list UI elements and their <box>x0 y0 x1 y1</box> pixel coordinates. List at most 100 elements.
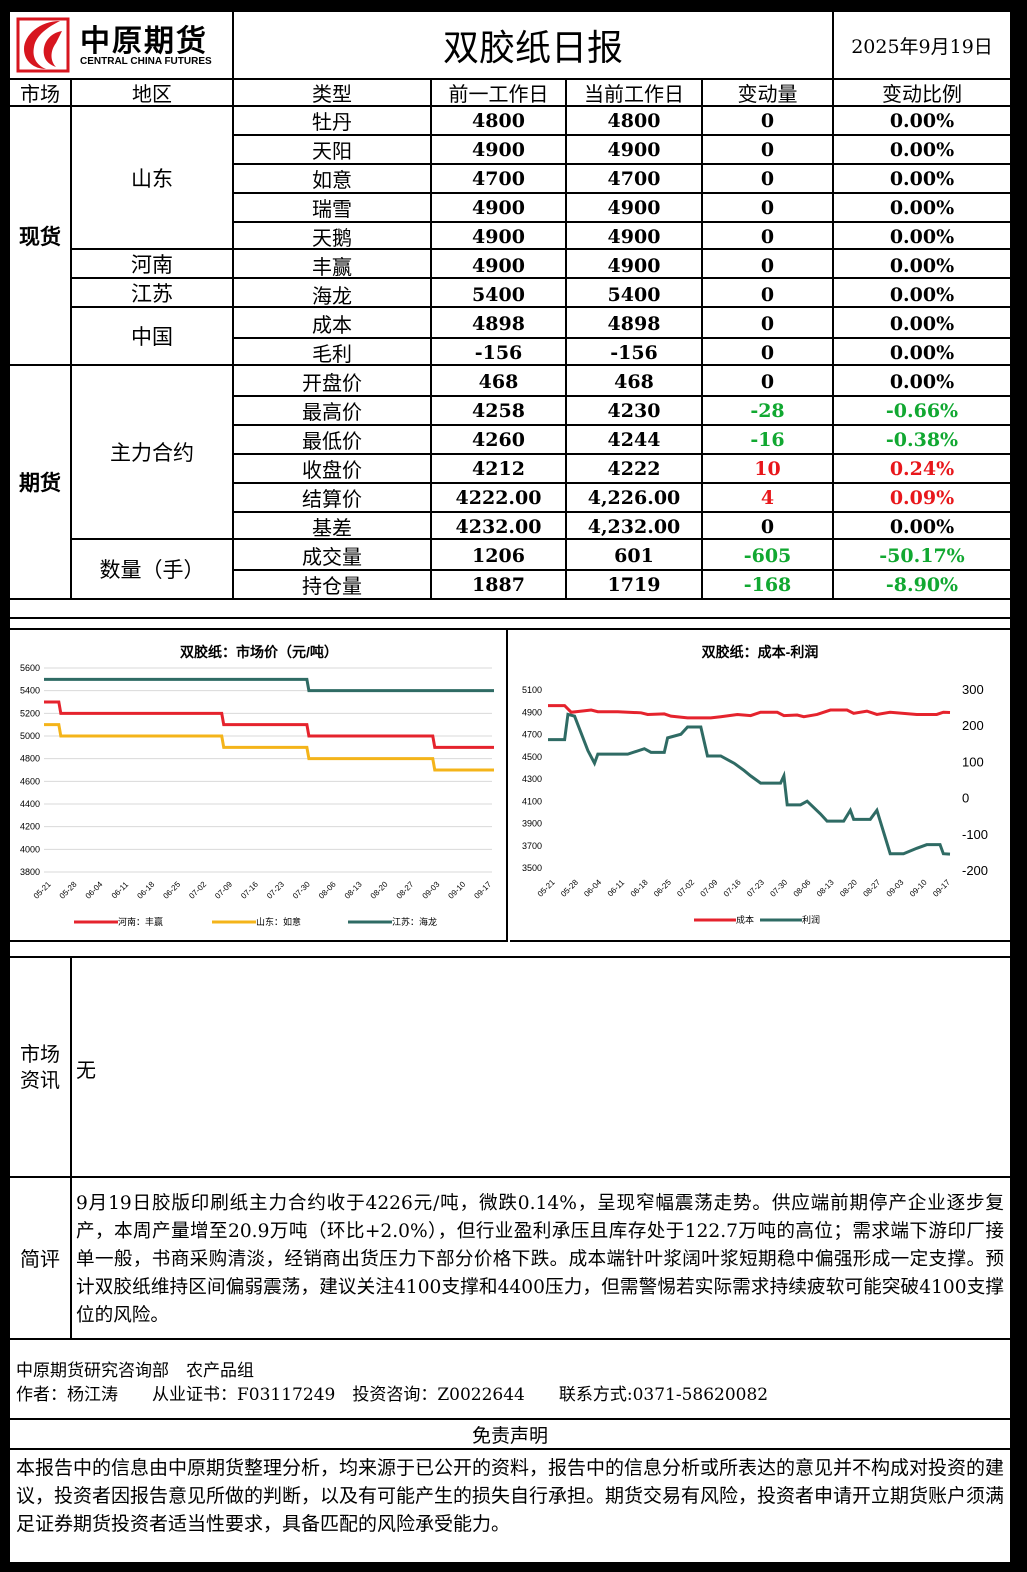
cell-curr: 4898 <box>607 312 661 335</box>
cell-prev: 4258 <box>472 399 525 422</box>
cell-type: 持仓量 <box>302 574 362 598</box>
y-left-tick-label: 5100 <box>522 685 542 695</box>
cell-pct: 0.00% <box>889 225 955 248</box>
logo-chinese: 中原期货 <box>80 24 208 59</box>
cell-prev: 1206 <box>472 544 525 567</box>
cell-type: 结算价 <box>302 487 362 511</box>
footer-author: 作者：杨江涛 从业证书：F03117249 投资咨询：Z0022644 联系方式… <box>16 1385 769 1405</box>
x-tick-label: 07-09 <box>699 877 720 898</box>
cell-prev: 1887 <box>472 573 525 596</box>
cell-curr: 4244 <box>607 428 661 451</box>
y-left-tick-label: 4100 <box>522 796 542 806</box>
legend-label: 河南：丰赢 <box>118 916 163 927</box>
cell-chg: 0 <box>760 283 775 306</box>
col-header-type: 类型 <box>312 82 352 106</box>
cell-type: 牡丹 <box>312 110 352 134</box>
cell-chg: 4 <box>760 486 775 509</box>
x-tick-label: 08-20 <box>369 879 390 900</box>
cell-pct: 0.00% <box>889 312 955 335</box>
col-header-curr: 当前工作日 <box>584 82 684 106</box>
cell-prev: 4898 <box>472 312 525 335</box>
cell-pct: 0.00% <box>889 109 955 132</box>
cell-prev: 5400 <box>472 283 525 306</box>
main-contract-label: 主力合约 <box>110 441 194 465</box>
cell-type: 天阳 <box>312 139 352 163</box>
comment-text: 9月19日胶版印刷纸主力合约收于4226元/吨，微跌0.14%，呈现窄幅震荡走势… <box>76 1193 1004 1326</box>
market-price-chart: 双胶纸：市场价（元/吨） 5600 5400 5200 5000 4800 4600 4400… <box>10 630 508 942</box>
x-tick-label: 07-16 <box>239 879 260 900</box>
x-tick-label: 07-23 <box>265 879 286 900</box>
series-line-1 <box>548 712 951 856</box>
x-tick-label: 07-02 <box>675 877 696 898</box>
cell-prev: -156 <box>474 341 523 364</box>
x-tick-label: 07-02 <box>187 879 208 900</box>
cell-curr: 4900 <box>607 225 661 248</box>
x-tick-label: 06-18 <box>135 879 156 900</box>
cell-chg: -168 <box>743 573 792 596</box>
cell-chg: 0 <box>760 254 775 277</box>
cell-curr: 4900 <box>607 138 661 161</box>
y-tick-label: 5000 <box>20 731 40 741</box>
cell-pct: -0.38% <box>885 428 959 451</box>
cell-chg: 0 <box>760 312 775 335</box>
x-tick-label: 07-16 <box>722 877 743 898</box>
x-tick-label: 05-21 <box>536 877 557 898</box>
logo-english: CENTRAL CHINA FUTURES <box>80 56 212 67</box>
cell-prev: 4900 <box>472 225 525 248</box>
x-tick-label: 06-04 <box>84 879 105 900</box>
region-henan: 河南 <box>131 252 173 277</box>
x-tick-label: 09-03 <box>885 877 906 898</box>
cell-type: 成交量 <box>302 545 362 569</box>
x-tick-label: 08-06 <box>792 877 813 898</box>
col-header-prev: 前一工作日 <box>448 82 549 106</box>
x-tick-label: 08-27 <box>395 879 416 900</box>
cell-prev: 468 <box>478 370 519 393</box>
cell-pct: 0.00% <box>889 283 955 306</box>
news-text: 无 <box>76 1058 96 1082</box>
chart-title: 双胶纸：市场价（元/吨） <box>180 644 338 660</box>
x-tick-label: 06-11 <box>110 880 131 901</box>
cell-pct: 0.00% <box>889 515 955 538</box>
legend-label: 利润 <box>802 914 820 925</box>
cell-curr: 4800 <box>607 109 661 132</box>
cell-type: 开盘价 <box>302 371 362 395</box>
y-right-tick-label: 100 <box>962 754 984 769</box>
cell-curr: 4230 <box>607 399 661 422</box>
col-header-region: 地区 <box>132 82 172 106</box>
cell-prev: 4900 <box>472 138 525 161</box>
x-tick-label: 06-18 <box>629 877 650 898</box>
x-tick-label: 05-28 <box>559 877 580 898</box>
y-tick-label: 4000 <box>20 844 40 854</box>
cell-type: 收盘价 <box>302 458 362 482</box>
cell-chg: 0 <box>760 515 775 538</box>
series-line-2 <box>44 677 494 693</box>
cell-chg: 0 <box>760 167 775 190</box>
y-left-tick-label: 3500 <box>522 863 542 873</box>
x-tick-label: 08-20 <box>838 877 859 898</box>
col-header-change: 变动量 <box>737 82 798 106</box>
y-tick-label: 4600 <box>20 776 40 786</box>
y-tick-label: 4400 <box>20 799 40 809</box>
cell-prev: 4232.00 <box>455 515 542 538</box>
cell-prev: 4260 <box>472 428 525 451</box>
legend-label: 江苏：海龙 <box>392 916 437 927</box>
x-tick-label: 09-17 <box>472 879 493 900</box>
series-line-1 <box>44 723 494 772</box>
y-left-tick-label: 3700 <box>522 841 542 851</box>
y-right-tick-label: 0 <box>962 791 969 806</box>
cell-pct: 0.00% <box>889 370 955 393</box>
cell-prev: 4900 <box>472 196 525 219</box>
cell-type: 基差 <box>312 516 352 540</box>
cell-pct: 0.00% <box>889 341 955 364</box>
cell-curr: 4900 <box>607 254 661 277</box>
series-line-0 <box>548 704 951 720</box>
region-shandong: 山东 <box>131 166 173 191</box>
cell-pct: 0.00% <box>889 167 955 190</box>
y-tick-label: 5200 <box>20 708 40 718</box>
x-tick-label: 09-03 <box>421 879 442 900</box>
report-sheet: 中原期货 CENTRAL CHINA FUTURES 双胶纸日报 2025年9月… <box>10 12 1010 1562</box>
x-tick-label: 07-09 <box>213 879 234 900</box>
legend-label: 成本 <box>736 914 754 925</box>
y-left-tick-label: 4500 <box>522 752 542 762</box>
